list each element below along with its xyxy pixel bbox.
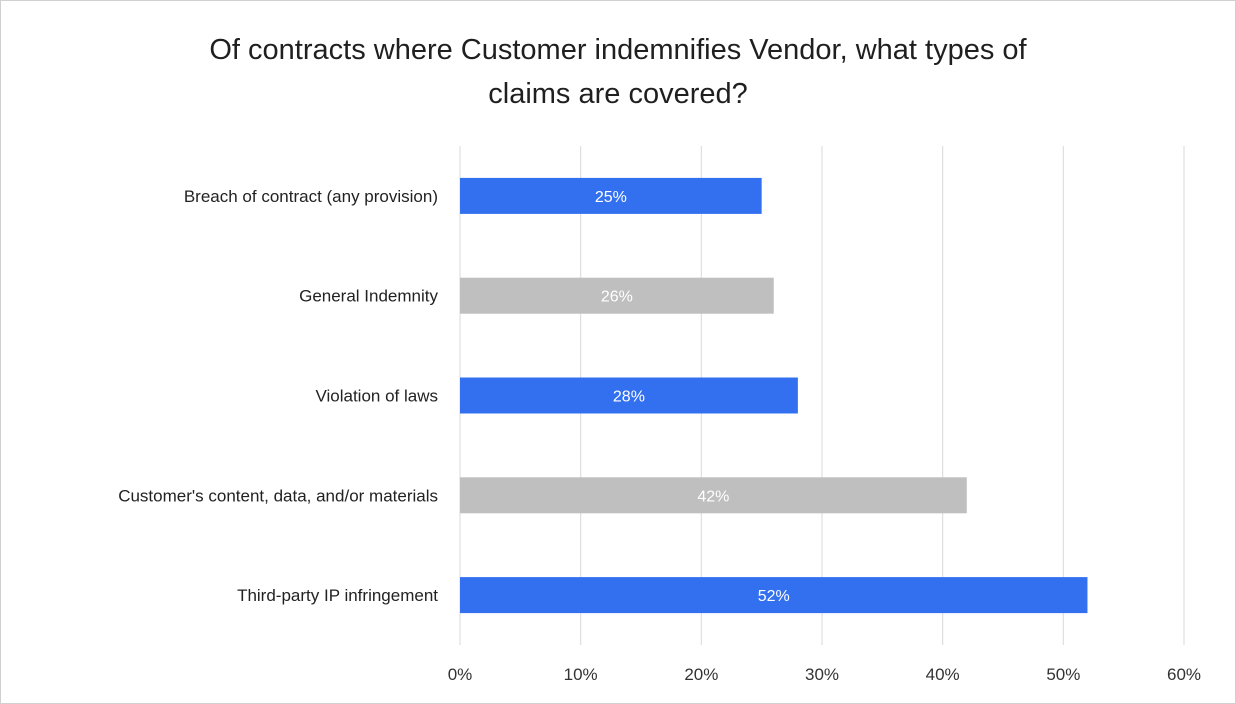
x-tick-label-20: 20% [684,665,718,684]
x-tick-label-40: 40% [926,665,960,684]
data-label-2: 28% [613,389,645,406]
bar-0 [460,177,762,214]
x-tick-label-0: 0% [448,665,473,684]
data-label-3: 42% [697,488,729,505]
data-label-4: 52% [758,588,790,605]
x-tick-label-50: 50% [1046,665,1080,684]
category-label-4: Third-party IP infringement [237,586,438,605]
x-tick-label-30: 30% [805,665,839,684]
bar-4 [460,577,1088,614]
bar-3 [460,477,967,514]
category-label-2: Violation of laws [315,387,438,406]
bar-2 [460,377,798,414]
chart-title-line-1: Of contracts where Customer indemnifies … [209,34,1027,66]
x-tick-label-60: 60% [1167,665,1201,684]
data-label-0: 25% [595,189,627,206]
category-label-0: Breach of contract (any provision) [184,187,438,206]
chart-title-line-2: claims are covered? [488,78,748,110]
bar-1 [460,277,774,314]
category-label-3: Customer's content, data, and/or materia… [118,486,438,505]
chart-title: Of contracts where Customer indemnifies … [0,28,1236,116]
data-label-1: 26% [601,289,633,306]
x-tick-label-10: 10% [564,665,598,684]
category-label-1: General Indemnity [299,287,438,306]
